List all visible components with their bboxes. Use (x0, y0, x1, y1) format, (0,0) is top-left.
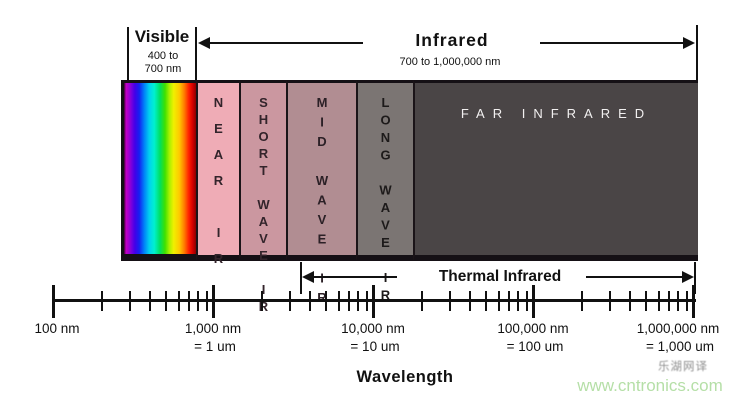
axis-minor-tick (206, 291, 208, 311)
axis-minor-tick (188, 291, 190, 311)
axis-minor-tick (658, 291, 660, 311)
tick-label-1000nm: 1,000 nm (184, 321, 242, 336)
visible-range-line2: 700 nm (144, 63, 182, 75)
axis-minor-tick (449, 291, 451, 311)
visible-label: Visible (134, 27, 190, 46)
tick-label-100000nm: 100,000 nm (497, 321, 569, 336)
axis-minor-tick (289, 291, 291, 311)
axis-minor-tick (421, 291, 423, 311)
axis-minor-tick (629, 291, 631, 311)
axis-minor-tick (485, 291, 487, 311)
infrared-arrowhead-left-icon (198, 37, 210, 49)
axis-minor-tick (197, 291, 199, 311)
thermal-arrowhead-right-icon (682, 271, 694, 283)
infrared-label: Infrared (415, 30, 489, 50)
thermal-infrared-label: Thermal Infrared (438, 268, 562, 285)
visible-range-line1: 400 to (147, 50, 179, 62)
axis-minor-tick (686, 291, 688, 311)
axis-minor-tick (129, 291, 131, 311)
thermal-right-tick (694, 262, 696, 294)
axis-minor-tick (338, 291, 340, 311)
axis-minor-tick (498, 291, 500, 311)
tick-label-100um: = 100 um (506, 339, 564, 354)
near-ir-label: NEAR IR (211, 95, 226, 277)
axis-minor-tick (526, 291, 528, 311)
far-infrared-label: FAR INFRARED (460, 106, 653, 121)
long-wave-ir-label: LONG WAVE IR (378, 95, 393, 305)
infrared-range: 700 to 1,000,000 nm (399, 56, 501, 68)
far-infrared-band: FAR INFRARED (413, 80, 698, 261)
axis-major-tick (372, 285, 375, 318)
axis-minor-tick (149, 291, 151, 311)
axis-minor-tick (581, 291, 583, 311)
watermark-cn-text: 乐湖网译 (658, 361, 708, 373)
tick-label-100nm: 100 nm (34, 321, 80, 336)
infrared-arrow-line-left (209, 42, 363, 44)
axis-major-tick (52, 285, 55, 318)
tick-label-1000000nm: 1,000,000 nm (636, 321, 720, 336)
axis-minor-tick (178, 291, 180, 311)
visible-box-right-line (195, 27, 197, 82)
infrared-right-boundary-line (696, 25, 698, 82)
infrared-arrow-line-right (540, 42, 683, 44)
infrared-arrowhead-right-icon (683, 37, 695, 49)
thermal-left-tick (300, 262, 302, 294)
near-ir-band: NEAR IR (196, 80, 239, 277)
visible-range: 400 to 700 nm (145, 50, 182, 76)
watermark-url: www.cntronics.com (577, 376, 723, 395)
long-wave-ir-band: LONG WAVE IR (356, 80, 413, 305)
axis-minor-tick (165, 291, 167, 311)
thermal-arrow-line-left (313, 276, 397, 278)
axis-line (52, 299, 696, 302)
axis-minor-tick (508, 291, 510, 311)
axis-minor-tick (366, 291, 368, 311)
axis-minor-tick (309, 291, 311, 311)
axis-minor-tick (677, 291, 679, 311)
visible-box-left-line (127, 27, 129, 80)
tick-label-1000um: = 1,000 um (646, 339, 714, 354)
axis-major-tick (212, 285, 215, 318)
mid-wave-ir-band: MID WAVE IR (286, 80, 356, 310)
axis-minor-tick (469, 291, 471, 311)
axis-minor-tick (517, 291, 519, 311)
axis-minor-tick (645, 291, 647, 311)
tick-label-10um: = 10 um (350, 339, 400, 354)
tick-label-10000nm: 10,000 nm (341, 321, 405, 336)
axis-minor-tick (609, 291, 611, 311)
axis-minor-tick (348, 291, 350, 311)
short-wave-ir-label: SHORT WAVE IR (256, 95, 271, 316)
axis-major-tick (532, 285, 535, 318)
thermal-arrow-line-right (586, 276, 682, 278)
tick-label-1um: = 1 um (194, 339, 236, 354)
axis-minor-tick (101, 291, 103, 311)
thermal-arrowhead-left-icon (302, 271, 314, 283)
wavelength-axis-title: Wavelength (356, 368, 454, 386)
short-wave-ir-band: SHORT WAVE IR (239, 80, 286, 316)
visible-spectrum-band (121, 80, 196, 261)
axis-minor-tick (357, 291, 359, 311)
axis-minor-tick (668, 291, 670, 311)
